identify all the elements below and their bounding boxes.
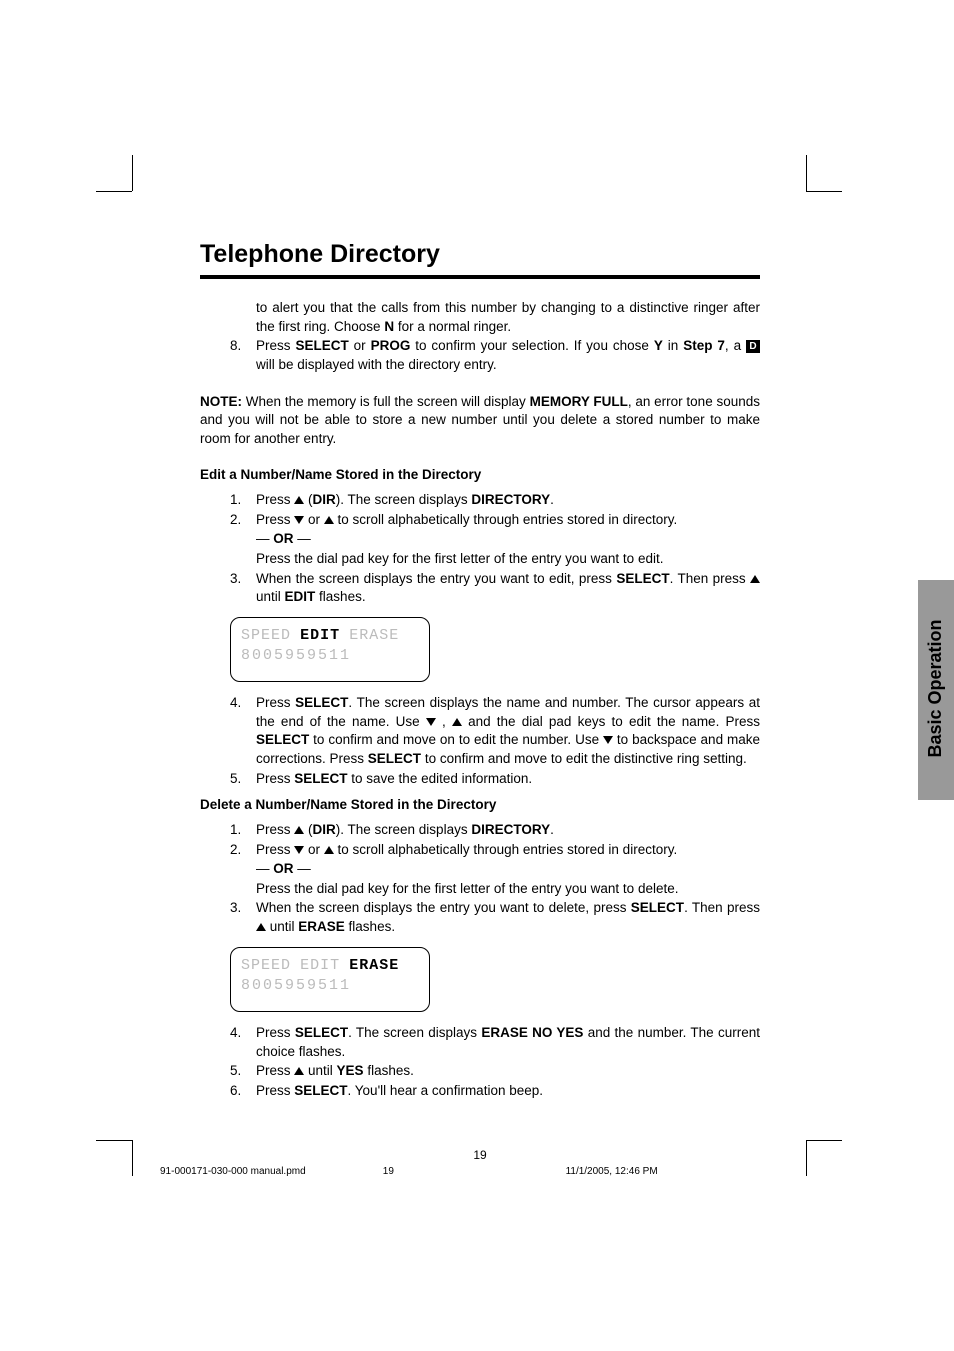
step-number: [230, 530, 256, 549]
step-text: Press until YES flashes.: [256, 1062, 760, 1081]
footer: 91-000171-030-000 manual.pmd 19 11/1/200…: [160, 1166, 800, 1177]
step-item: 1.Press (DIR). The screen displays DIREC…: [230, 491, 760, 510]
edit-heading: Edit a Number/Name Stored in the Directo…: [200, 466, 760, 485]
step-number: 3.: [230, 570, 256, 607]
step-item: 4.Press SELECT. The screen displays ERAS…: [230, 1024, 760, 1061]
title-rule: [200, 275, 760, 279]
step-item: Press the dial pad key for the first let…: [230, 880, 760, 899]
step-text: When the screen displays the entry you w…: [256, 899, 760, 936]
step-item: 4. Press SELECT. The screen displays the…: [230, 694, 760, 769]
step-item: — OR —: [230, 860, 760, 879]
step-item: to alert you that the calls from this nu…: [230, 299, 760, 336]
step-number: 3.: [230, 899, 256, 936]
step-number: [230, 550, 256, 569]
step-item: 8.Press SELECT or PROG to confirm your s…: [230, 337, 760, 374]
lcd-option: SPEED: [241, 957, 291, 974]
step-item: — OR —: [230, 530, 760, 549]
step-text: Press SELECT to save the edited informat…: [256, 770, 760, 789]
step-text: — OR —: [256, 530, 760, 549]
step-item: 2.Press or to scroll alphabetically thro…: [230, 841, 760, 860]
step-number: [230, 880, 256, 899]
edit-steps-part1: 1.Press (DIR). The screen displays DIREC…: [230, 491, 760, 607]
triangle-up-icon: [294, 826, 304, 834]
intro-steps: to alert you that the calls from this nu…: [230, 299, 760, 375]
step-number: 4.: [230, 694, 256, 769]
step-text: — OR —: [256, 860, 760, 879]
step-text: When the screen displays the entry you w…: [256, 570, 760, 607]
step-text: Press or to scroll alphabetically throug…: [256, 511, 760, 530]
step-text: Press SELECT. The screen displays the na…: [256, 694, 760, 769]
step-number: 8.: [230, 337, 256, 374]
step-text: Press the dial pad key for the first let…: [256, 880, 760, 899]
step-number: 2.: [230, 841, 256, 860]
triangle-up-icon: [294, 1067, 304, 1075]
edit-steps-part2: 4. Press SELECT. The screen displays the…: [230, 694, 760, 788]
delete-steps-part1: 1.Press (DIR). The screen displays DIREC…: [230, 821, 760, 937]
triangle-down-icon: [426, 718, 436, 726]
footer-filename: 91-000171-030-000 manual.pmd: [160, 1166, 380, 1177]
step-item: 3.When the screen displays the entry you…: [230, 899, 760, 936]
triangle-down-icon: [603, 736, 613, 744]
lcd-option: EDIT: [300, 957, 340, 974]
step-item: 5. Press SELECT to save the edited infor…: [230, 770, 760, 789]
triangle-up-icon: [750, 575, 760, 583]
triangle-down-icon: [294, 846, 304, 854]
step-item: 3.When the screen displays the entry you…: [230, 570, 760, 607]
step-number: 5.: [230, 770, 256, 789]
lcd-option: EDIT: [300, 627, 340, 644]
lcd-display-edit: SPEED EDIT ERASE 8005959511: [230, 617, 430, 682]
step-number: 2.: [230, 511, 256, 530]
lcd-option: ERASE: [349, 957, 399, 974]
lcd-number: 8005959511: [241, 976, 419, 997]
triangle-up-icon: [324, 846, 334, 854]
memory-full-note: NOTE: When the memory is full the screen…: [200, 393, 760, 449]
step-text: to alert you that the calls from this nu…: [256, 299, 760, 336]
step-text: Press the dial pad key for the first let…: [256, 550, 760, 569]
triangle-down-icon: [294, 516, 304, 524]
step-item: 5.Press until YES flashes.: [230, 1062, 760, 1081]
triangle-up-icon: [294, 496, 304, 504]
step-item: 6.Press SELECT. You'll hear a confirmati…: [230, 1082, 760, 1101]
triangle-up-icon: [452, 718, 462, 726]
side-tab-label: Basic Operation: [925, 581, 946, 796]
step-number: 1.: [230, 491, 256, 510]
footer-page: 19: [383, 1166, 563, 1177]
step-text: Press SELECT. You'll hear a confirmation…: [256, 1082, 760, 1101]
step-text: Press SELECT or PROG to confirm your sel…: [256, 337, 760, 374]
distinctive-ring-icon: D: [746, 340, 760, 353]
step-number: [230, 299, 256, 336]
triangle-up-icon: [256, 923, 266, 931]
page-content: Telephone Directory to alert you that th…: [200, 240, 760, 1102]
step-number: 4.: [230, 1024, 256, 1061]
lcd-display-erase: SPEED EDIT ERASE 8005959511: [230, 947, 430, 1012]
page-title: Telephone Directory: [200, 240, 760, 269]
page-number: 19: [200, 1148, 760, 1162]
lcd-option: SPEED: [241, 627, 291, 644]
step-item: 2.Press or to scroll alphabetically thro…: [230, 511, 760, 530]
step-number: [230, 860, 256, 879]
step-text: Press (DIR). The screen displays DIRECTO…: [256, 491, 760, 510]
step-number: 1.: [230, 821, 256, 840]
lcd-option: ERASE: [349, 627, 399, 644]
side-tab: Basic Operation: [918, 580, 954, 800]
delete-steps-part2: 4.Press SELECT. The screen displays ERAS…: [230, 1024, 760, 1101]
step-text: Press SELECT. The screen displays ERASE …: [256, 1024, 760, 1061]
step-number: 5.: [230, 1062, 256, 1081]
step-item: 1.Press (DIR). The screen displays DIREC…: [230, 821, 760, 840]
step-text: Press (DIR). The screen displays DIRECTO…: [256, 821, 760, 840]
step-text: Press or to scroll alphabetically throug…: [256, 841, 760, 860]
step-item: Press the dial pad key for the first let…: [230, 550, 760, 569]
triangle-up-icon: [324, 516, 334, 524]
delete-heading: Delete a Number/Name Stored in the Direc…: [200, 796, 760, 815]
footer-datetime: 11/1/2005, 12:46 PM: [566, 1166, 658, 1177]
lcd-number: 8005959511: [241, 646, 419, 667]
step-number: 6.: [230, 1082, 256, 1101]
